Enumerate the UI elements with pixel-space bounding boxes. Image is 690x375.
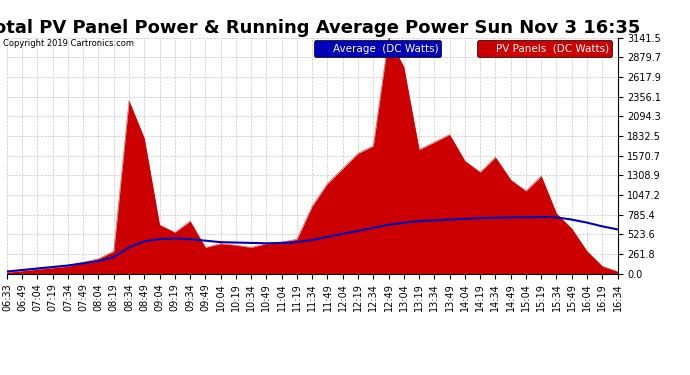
Legend: PV Panels  (DC Watts): PV Panels (DC Watts) — [477, 40, 612, 57]
Text: Copyright 2019 Cartronics.com: Copyright 2019 Cartronics.com — [3, 39, 135, 48]
Title: Total PV Panel Power & Running Average Power Sun Nov 3 16:35: Total PV Panel Power & Running Average P… — [0, 20, 640, 38]
